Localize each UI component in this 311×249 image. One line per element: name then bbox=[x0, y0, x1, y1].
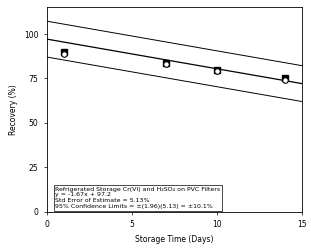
X-axis label: Storage Time (Days): Storage Time (Days) bbox=[135, 235, 213, 244]
Y-axis label: Recovery (%): Recovery (%) bbox=[9, 84, 18, 135]
Text: Refrigerated Storage Cr(VI) and H₂SO₄ on PVC Filters
y = -1.67x + 97.2
Std Error: Refrigerated Storage Cr(VI) and H₂SO₄ on… bbox=[55, 187, 220, 209]
